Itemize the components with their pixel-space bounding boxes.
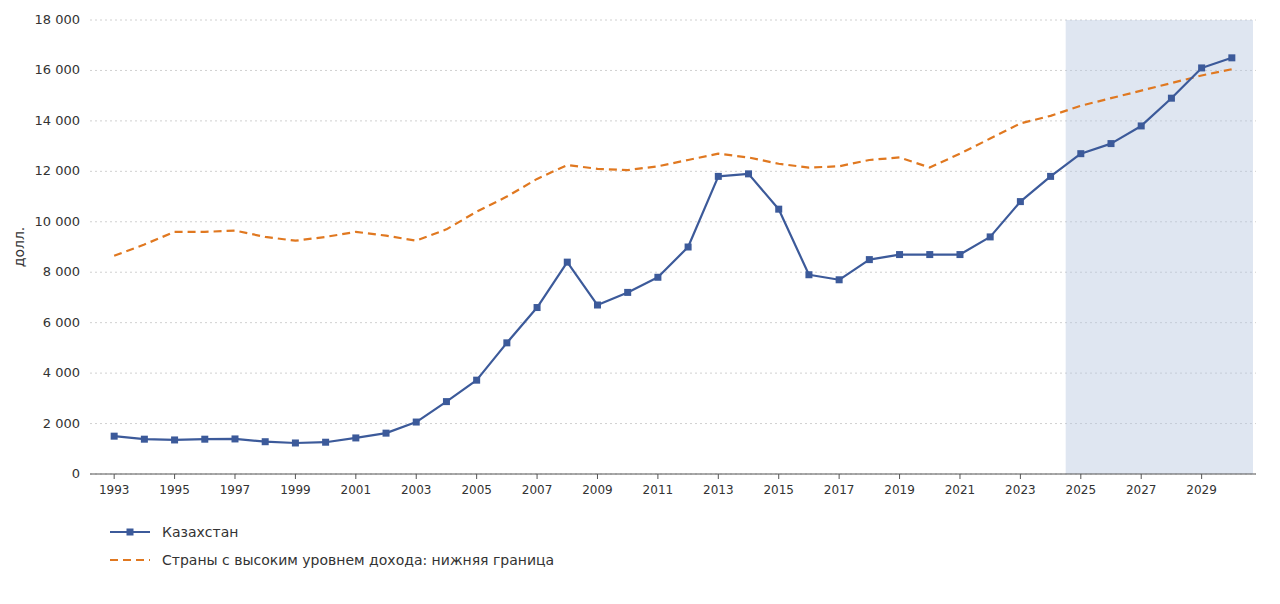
point (1047, 173, 1054, 180)
x-tick (839, 474, 840, 479)
forecast-shade (1066, 20, 1253, 474)
x-tick (718, 474, 719, 479)
point (1168, 95, 1175, 102)
point (866, 256, 873, 263)
series-line (114, 58, 1232, 443)
x-tick (657, 474, 658, 479)
x-tick-label: 1993 (99, 483, 130, 497)
legend-label: Страны с высоким уровнем дохода: нижняя … (162, 552, 554, 568)
x-tick-label: 2025 (1066, 483, 1097, 497)
point (1077, 150, 1084, 157)
point (715, 173, 722, 180)
point (473, 377, 480, 384)
y-tick-label: 0 (72, 466, 80, 481)
plot-area (111, 20, 1253, 474)
x-tick-label: 2011 (643, 483, 674, 497)
x-tick-label: 2023 (1005, 483, 1036, 497)
point (775, 206, 782, 213)
point (534, 304, 541, 311)
y-tick-label: 4 000 (43, 365, 80, 380)
point (383, 430, 390, 437)
point (322, 439, 329, 446)
legend-label: Казахстан (162, 524, 238, 540)
x-tick-label: 2001 (341, 483, 372, 497)
x-tick-label: 2027 (1126, 483, 1157, 497)
legend-swatch (110, 559, 150, 561)
x-tick-label: 1995 (159, 483, 190, 497)
point (352, 434, 359, 441)
point (262, 438, 269, 445)
y-tick-label: 2 000 (43, 416, 80, 431)
point (292, 439, 299, 446)
x-tick-label: 2021 (945, 483, 976, 497)
x-tick (899, 474, 900, 479)
x-tick (1201, 474, 1202, 479)
x-tick-label: 2007 (522, 483, 553, 497)
point (503, 339, 510, 346)
x-tick (1141, 474, 1142, 479)
y-tick-label: 18 000 (35, 12, 81, 27)
point (413, 419, 420, 426)
point (836, 276, 843, 283)
point (1138, 122, 1145, 129)
point (805, 271, 812, 278)
y-axis: 0 2 000 4 000 6 000 8 000 10 000 12 000 14 000 1… (35, 12, 1257, 481)
point (443, 398, 450, 405)
point (111, 433, 118, 440)
point (171, 436, 178, 443)
y-tick-label: 6 000 (43, 315, 80, 330)
point (1198, 64, 1205, 71)
x-tick (355, 474, 356, 479)
point (896, 251, 903, 258)
point (1017, 198, 1024, 205)
x-tick (114, 474, 115, 479)
x-tick (1080, 474, 1081, 479)
x-tick (1020, 474, 1021, 479)
point (956, 251, 963, 258)
point (624, 289, 631, 296)
legend-marker (127, 529, 134, 536)
point (926, 251, 933, 258)
y-tick-label: 12 000 (35, 163, 81, 178)
y-axis-label: долл. (11, 227, 27, 268)
point (1108, 140, 1115, 147)
x-tick (597, 474, 598, 479)
point (594, 302, 601, 309)
x-tick (295, 474, 296, 479)
x-tick (174, 474, 175, 479)
legend: Казахстан Страны с высоким уровнем дохода… (110, 524, 554, 568)
point (1228, 54, 1235, 61)
y-tick-label: 8 000 (43, 264, 80, 279)
point (231, 435, 238, 442)
x-axis: 1993 1995 1997 1999 2001 2003 2005 2007 2009 2011… (90, 474, 1256, 497)
x-tick-label: 2019 (884, 483, 915, 497)
chart: 0 2 000 4 000 6 000 8 000 10 000 12 000 14 000 1… (0, 0, 1280, 604)
x-tick (416, 474, 417, 479)
x-tick (234, 474, 235, 479)
x-tick-label: 2013 (703, 483, 734, 497)
point (141, 436, 148, 443)
x-tick-label: 1999 (280, 483, 311, 497)
x-tick-label: 2029 (1186, 483, 1217, 497)
x-tick (476, 474, 477, 479)
x-tick (537, 474, 538, 479)
point (201, 436, 208, 443)
point (564, 259, 571, 266)
y-tick-label: 16 000 (35, 62, 81, 77)
x-tick-label: 1997 (220, 483, 251, 497)
point (685, 244, 692, 251)
x-tick-label: 2017 (824, 483, 855, 497)
y-tick-label: 10 000 (35, 214, 81, 229)
series-line (114, 69, 1232, 256)
y-tick-label: 14 000 (35, 113, 81, 128)
x-tick (778, 474, 779, 479)
x-tick-label: 2015 (763, 483, 794, 497)
x-tick-label: 2009 (582, 483, 613, 497)
x-tick (959, 474, 960, 479)
point (654, 274, 661, 281)
point (745, 170, 752, 177)
x-tick-label: 2003 (401, 483, 432, 497)
point (987, 233, 994, 240)
x-tick-label: 2005 (461, 483, 492, 497)
